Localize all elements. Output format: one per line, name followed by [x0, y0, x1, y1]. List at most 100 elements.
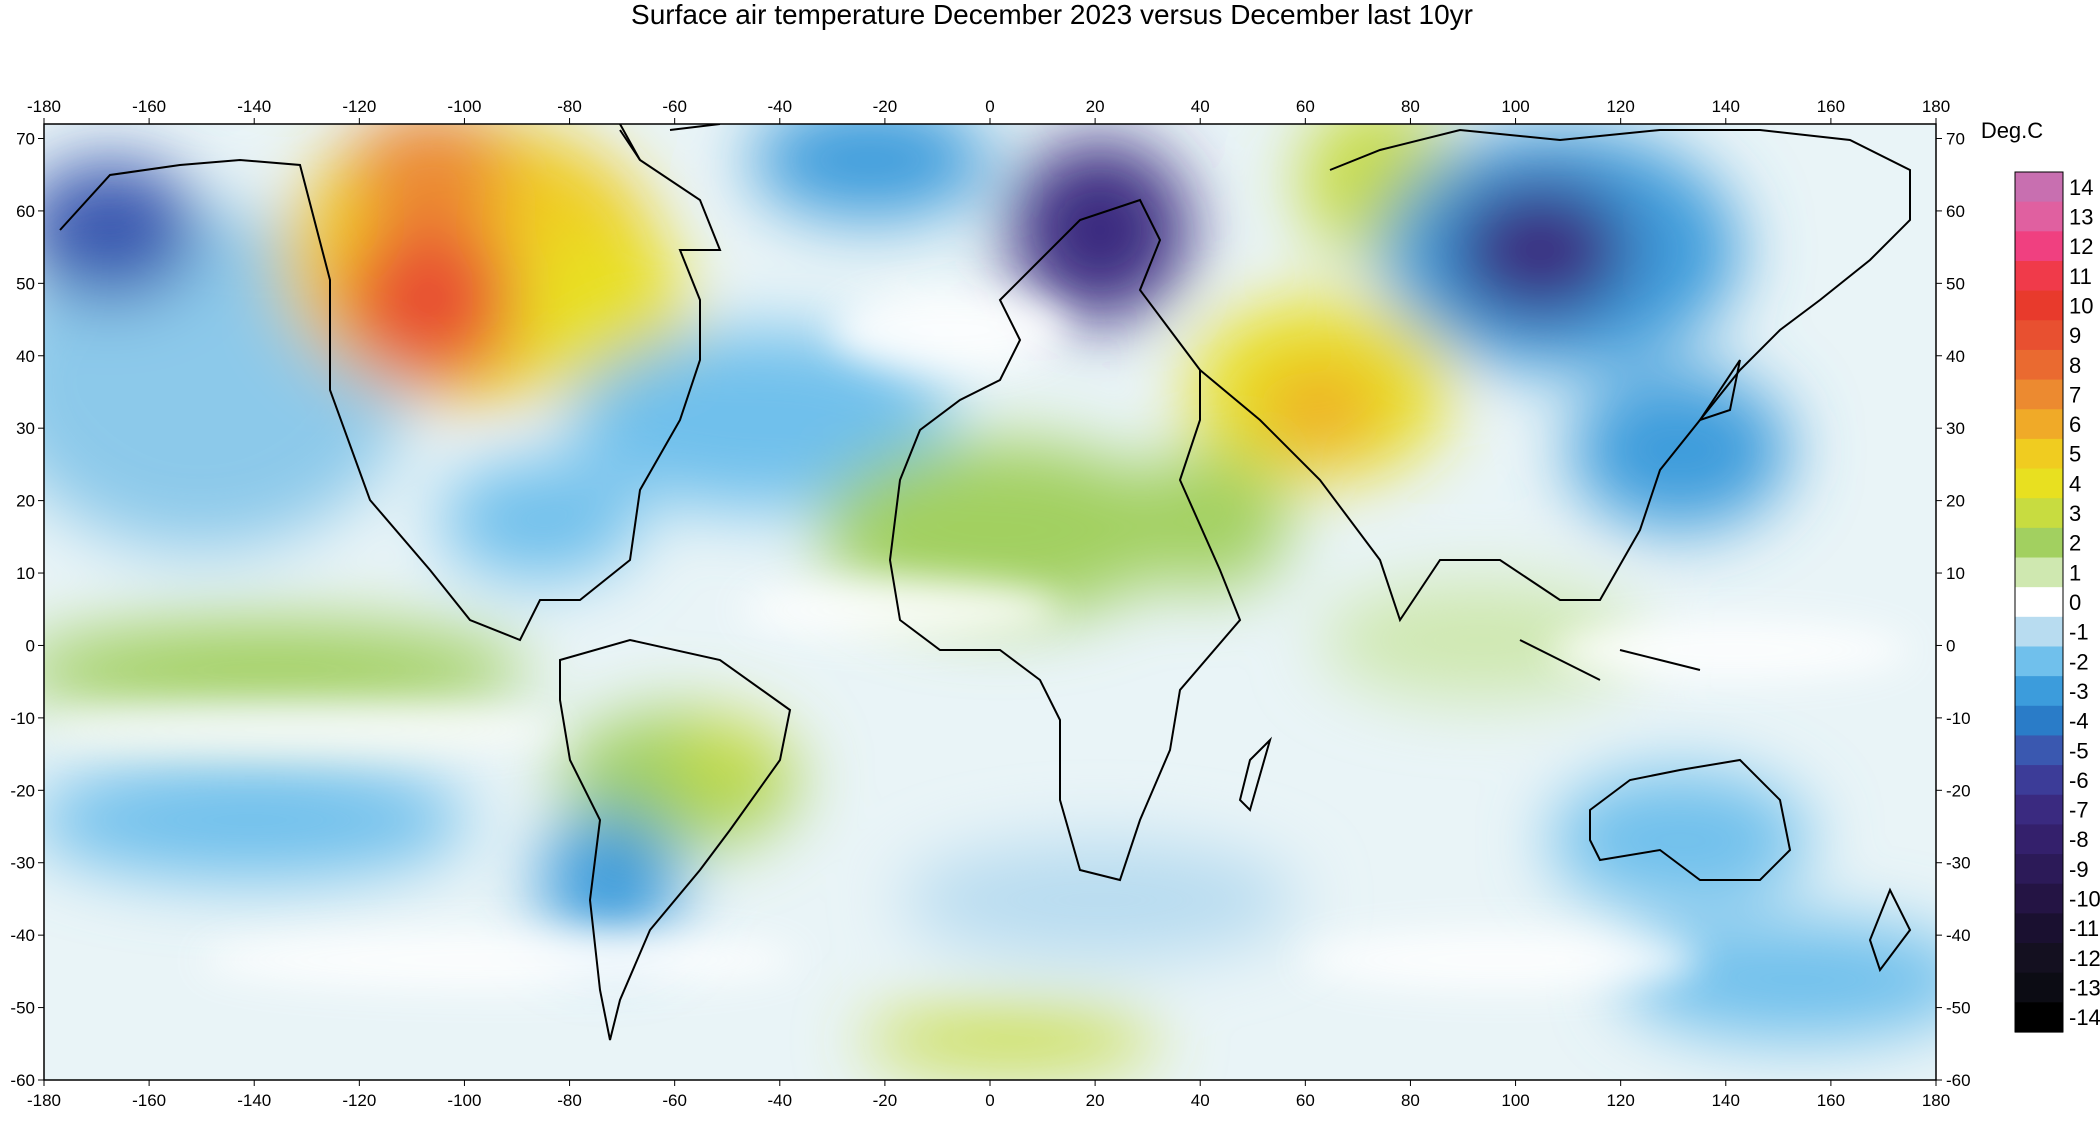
lon-tick-label-top: -80 [557, 97, 582, 116]
lon-tick-label-top: -140 [237, 97, 271, 116]
lon-tick-label-bottom: -100 [447, 1091, 481, 1110]
legend-swatch [2015, 320, 2063, 351]
legend-label: -2 [2069, 649, 2089, 674]
lat-tick-label-left: 20 [16, 492, 35, 511]
legend-swatch [2015, 498, 2063, 529]
legend-label: -8 [2069, 827, 2089, 852]
map-plot-area: -180-180-160-160-140-140-120-120-100-100… [10, 97, 1971, 1110]
legend-swatch [2015, 557, 2063, 588]
legend-label: 12 [2069, 234, 2093, 259]
legend-label: 9 [2069, 323, 2081, 348]
legend-swatch [2015, 883, 2063, 914]
lat-tick-label-right: 10 [1946, 564, 1965, 583]
lon-tick-label-bottom: -40 [767, 1091, 792, 1110]
lon-tick-label-top: -20 [873, 97, 898, 116]
lon-tick-label-bottom: -20 [873, 1091, 898, 1110]
legend-swatch [2015, 616, 2063, 648]
lat-tick-label-right: -10 [1946, 709, 1971, 728]
lat-tick-label-left: -10 [10, 709, 35, 728]
lat-tick-label-right: 60 [1946, 202, 1965, 221]
legend-label: 14 [2069, 175, 2093, 200]
legend-swatch [2015, 676, 2063, 707]
coastline-europe-africa [888, 198, 1242, 882]
legend-swatch [2015, 913, 2063, 944]
coastline-madagascar [1238, 736, 1273, 812]
lon-tick-label-bottom: -80 [557, 1091, 582, 1110]
legend-label: 4 [2069, 471, 2081, 496]
lon-tick-label-top: 100 [1501, 97, 1529, 116]
coastlines [59, 124, 1912, 1041]
legend-label: 0 [2069, 590, 2081, 615]
lon-tick-label-bottom: 160 [1817, 1091, 1845, 1110]
legend-title: Deg.C [1981, 118, 2043, 143]
lon-tick-label-bottom: 40 [1191, 1091, 1210, 1110]
lon-tick-label-bottom: -120 [342, 1091, 376, 1110]
near-zero-bands [44, 290, 1910, 990]
lat-tick-label-left: -60 [10, 1071, 35, 1090]
legend-swatch [2015, 231, 2063, 262]
legend-label: 2 [2069, 531, 2081, 556]
legend-swatch [2015, 705, 2063, 737]
lon-tick-label-top: 0 [985, 97, 994, 116]
legend-label: -6 [2069, 768, 2089, 793]
lat-tick-label-left: -30 [10, 854, 35, 873]
chart-title: Surface air temperature December 2023 ve… [631, 0, 1473, 30]
legend-swatch [2015, 201, 2063, 232]
legend-swatch [2015, 349, 2063, 381]
lon-tick-label-top: 80 [1401, 97, 1420, 116]
legend-swatch [2015, 379, 2063, 410]
legend-label: 13 [2069, 204, 2093, 229]
legend-swatch [2015, 409, 2063, 440]
legend-label: -4 [2069, 709, 2089, 734]
legend-swatch [2015, 765, 2063, 796]
legend-swatch [2015, 646, 2063, 677]
lat-tick-label-left: 60 [16, 202, 35, 221]
lat-tick-label-right: 50 [1946, 274, 1965, 293]
lon-tick-label-bottom: 0 [985, 1091, 994, 1110]
legend-label: -11 [2069, 916, 2099, 941]
legend-swatch [2015, 527, 2063, 559]
legend-label: -12 [2069, 946, 2100, 971]
lat-tick-label-right: 40 [1946, 347, 1965, 366]
lon-tick-label-bottom: 20 [1086, 1091, 1105, 1110]
legend-label: 1 [2069, 560, 2081, 585]
lat-tick-label-right: 30 [1946, 419, 1965, 438]
legend-swatch [2015, 1002, 2063, 1033]
lat-tick-label-left: -40 [10, 926, 35, 945]
coastline-greenland [619, 124, 721, 161]
coastline-south-america [559, 638, 792, 1041]
lat-tick-label-left: 50 [16, 274, 35, 293]
legend-label: 6 [2069, 412, 2081, 437]
lat-tick-label-left: -20 [10, 781, 35, 800]
lon-tick-label-top: -180 [27, 97, 61, 116]
legend-swatch [2015, 824, 2063, 855]
lat-tick-label-right: -20 [1946, 781, 1971, 800]
coastline-australia [1589, 758, 1792, 881]
legend-label: 11 [2069, 264, 2092, 289]
lon-tick-label-top: 20 [1086, 97, 1105, 116]
lon-tick-label-top: 60 [1296, 97, 1315, 116]
coastline-asia [1199, 128, 1911, 623]
lon-tick-label-top: -60 [662, 97, 687, 116]
legend-label: -14 [2069, 1005, 2100, 1030]
lat-tick-label-left: 70 [16, 129, 35, 148]
legend-label: 8 [2069, 353, 2081, 378]
lon-tick-label-bottom: 140 [1712, 1091, 1740, 1110]
lon-tick-label-top: -40 [767, 97, 792, 116]
lon-tick-label-top: 40 [1191, 97, 1210, 116]
legend-swatch [2015, 260, 2063, 292]
lon-tick-label-bottom: 80 [1401, 1091, 1420, 1110]
lat-tick-label-right: 0 [1946, 636, 1955, 655]
lat-tick-label-right: -50 [1946, 999, 1971, 1018]
legend-swatch [2015, 972, 2063, 1003]
legend-label: 3 [2069, 501, 2081, 526]
lon-tick-label-bottom: 60 [1296, 1091, 1315, 1110]
legend-swatch [2015, 735, 2063, 766]
lat-tick-label-left: -50 [10, 999, 35, 1018]
coastline-japan [1697, 359, 1741, 422]
lon-tick-label-top: -100 [447, 97, 481, 116]
lon-tick-label-top: 160 [1817, 97, 1845, 116]
lon-tick-label-bottom: 120 [1606, 1091, 1634, 1110]
lon-tick-label-top: -160 [132, 97, 166, 116]
